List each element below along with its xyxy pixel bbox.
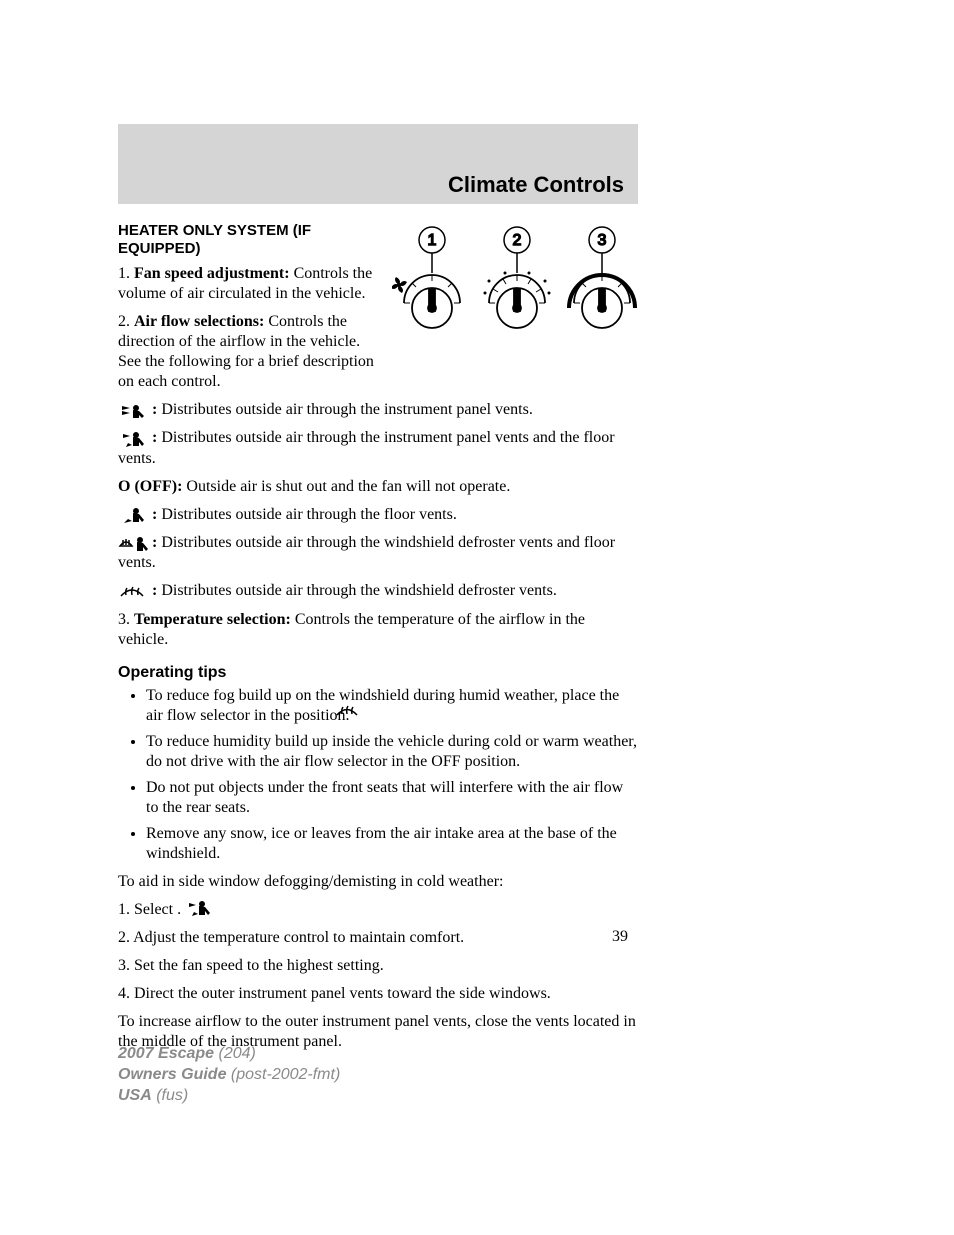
tip-item: To reduce humidity build up inside the v… bbox=[146, 732, 638, 772]
item-1: 1. Fan speed adjustment: Controls the vo… bbox=[118, 264, 380, 304]
mode-floor-defrost: : Distributes outside air through the wi… bbox=[118, 533, 638, 573]
tip-item: Remove any snow, ice or leaves from the … bbox=[146, 824, 638, 864]
defrost-icon-inline bbox=[334, 704, 362, 724]
section-heading: HEATER ONLY SYSTEM (IF EQUIPPED) bbox=[118, 222, 380, 258]
mode-panel: : Distributes outside air through the in… bbox=[118, 400, 638, 420]
mode-floor: : Distributes outside air through the fl… bbox=[118, 505, 638, 525]
tips-heading: Operating tips bbox=[118, 664, 638, 682]
floor-vent-icon bbox=[118, 505, 148, 525]
tip-item: To reduce fog build up on the windshield… bbox=[146, 686, 638, 726]
page-title: Climate Controls bbox=[448, 172, 624, 198]
mode-defrost: : Distributes outside air through the wi… bbox=[118, 581, 638, 601]
item-2: 2. Air flow selections: Controls the dir… bbox=[118, 312, 380, 392]
mode-off: O (OFF): Outside air is shut out and the… bbox=[118, 477, 638, 497]
footer: 2007 Escape (204) Owners Guide (post-200… bbox=[118, 1044, 340, 1106]
content-body: HEATER ONLY SYSTEM (IF EQUIPPED) 1. Fan … bbox=[118, 222, 638, 1060]
panel-floor-vent-icon-inline bbox=[184, 900, 212, 922]
panel-vent-icon bbox=[118, 400, 148, 420]
panel-floor-vent-icon bbox=[118, 429, 148, 449]
defog-step-1: 1. Select . bbox=[118, 900, 638, 920]
defog-intro: To aid in side window defogging/demistin… bbox=[118, 872, 638, 892]
tips-list: To reduce fog build up on the windshield… bbox=[118, 686, 638, 864]
page-number: 39 bbox=[612, 928, 628, 946]
tip-item: Do not put objects under the front seats… bbox=[146, 778, 638, 818]
defrost-icon bbox=[118, 582, 148, 602]
defog-step-4: 4. Direct the outer instrument panel ven… bbox=[118, 984, 638, 1004]
item-3: 3. Temperature selection: Controls the t… bbox=[118, 610, 638, 650]
defog-step-2: 2. Adjust the temperature control to mai… bbox=[118, 928, 638, 948]
floor-defrost-icon bbox=[118, 533, 148, 553]
defog-step-3: 3. Set the fan speed to the highest sett… bbox=[118, 956, 638, 976]
mode-panel-floor: : Distributes outside air through the in… bbox=[118, 428, 638, 468]
